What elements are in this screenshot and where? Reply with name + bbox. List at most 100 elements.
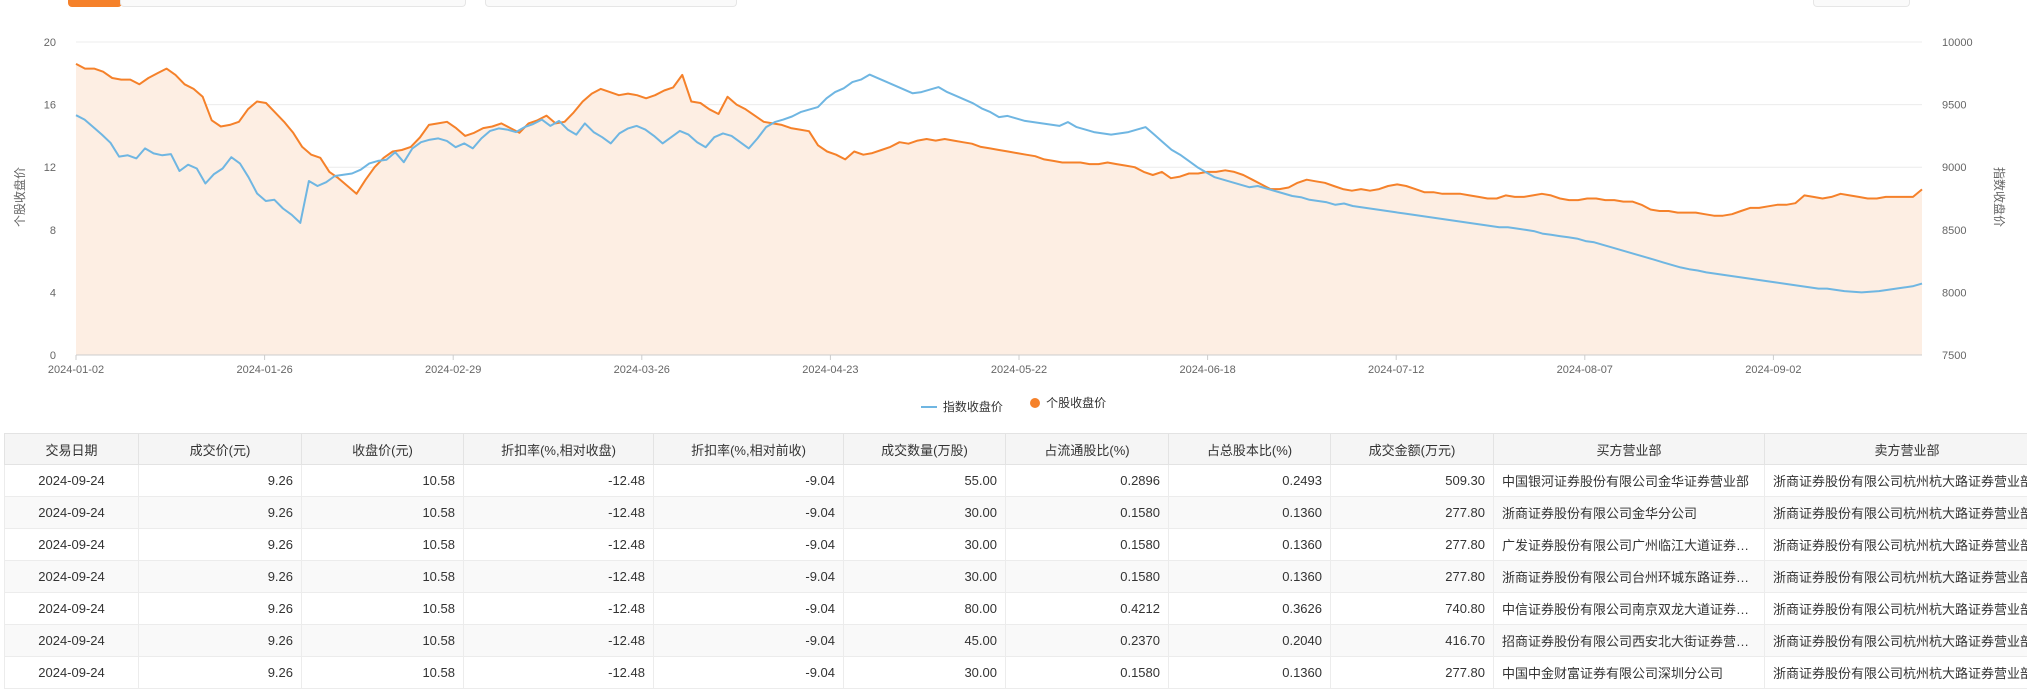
table-cell: -9.04 (654, 625, 844, 657)
chart-legend: 指数收盘价 个股收盘价 (0, 394, 2027, 415)
table-cell: -9.04 (654, 497, 844, 529)
x-tick-label: 2024-02-29 (425, 364, 481, 376)
table-cell: -12.48 (464, 593, 654, 625)
y-left-tick-label: 0 (50, 350, 56, 362)
table-cell: -9.04 (654, 561, 844, 593)
table-cell: 0.2493 (1169, 465, 1331, 497)
y-left-tick-label: 12 (44, 162, 56, 174)
x-tick-label: 2024-05-22 (991, 364, 1047, 376)
table-cell: 0.1580 (1006, 497, 1169, 529)
table-cell: -9.04 (654, 529, 844, 561)
table-cell: 9.26 (139, 465, 302, 497)
table-cell: 30.00 (844, 529, 1006, 561)
legend-label-index: 指数收盘价 (943, 398, 1003, 415)
table-cell: 浙商证券股份有限公司杭州杭大路证券营业部 (1765, 561, 2027, 593)
table-cell: 0.1360 (1169, 561, 1331, 593)
legend-dot-swatch (1030, 398, 1040, 408)
table-cell: -12.48 (464, 657, 654, 689)
table-cell: 9.26 (139, 625, 302, 657)
column-header[interactable]: 交易日期 (5, 434, 139, 465)
table-cell: -9.04 (654, 657, 844, 689)
table-cell: 2024-09-24 (5, 657, 139, 689)
x-tick-label: 2024-01-02 (48, 364, 104, 376)
column-header[interactable]: 买方营业部 (1494, 434, 1765, 465)
table-cell: 30.00 (844, 497, 1006, 529)
table-cell: 浙商证券股份有限公司杭州杭大路证券营业部 (1765, 625, 2027, 657)
y-left-axis-label: 个股收盘价 (12, 167, 27, 227)
table-cell: 9.26 (139, 529, 302, 561)
table-cell: -9.04 (654, 465, 844, 497)
column-header[interactable]: 占流通股比(%) (1006, 434, 1169, 465)
table-cell: 0.3626 (1169, 593, 1331, 625)
table-cell: 浙商证券股份有限公司杭州杭大路证券营业部 (1765, 465, 2027, 497)
x-tick-label: 2024-07-12 (1368, 364, 1424, 376)
table-cell: 10.58 (302, 529, 464, 561)
table-cell: 浙商证券股份有限公司杭州杭大路证券营业部 (1765, 657, 2027, 689)
legend-item-stock[interactable]: 个股收盘价 (1030, 394, 1106, 411)
y-right-tick-label: 7500 (1942, 350, 1966, 362)
column-header[interactable]: 卖方营业部 (1765, 434, 2027, 465)
legend-label-stock: 个股收盘价 (1046, 394, 1106, 411)
table-cell: 9.26 (139, 593, 302, 625)
x-tick-label: 2024-04-23 (802, 364, 858, 376)
table-cell: 0.1360 (1169, 497, 1331, 529)
table-cell: -9.04 (654, 593, 844, 625)
table-cell: 10.58 (302, 465, 464, 497)
column-header[interactable]: 成交价(元) (139, 434, 302, 465)
table-header-row: 交易日期 成交价(元) 收盘价(元) 折扣率(%,相对收盘) 折扣率(%,相对前… (5, 434, 2027, 465)
column-header[interactable]: 成交金额(万元) (1331, 434, 1494, 465)
y-left-tick-label: 20 (44, 37, 56, 49)
table-cell: 浙商证券股份有限公司金华分公司 (1494, 497, 1765, 529)
table-cell: 9.26 (139, 497, 302, 529)
table-cell: 浙商证券股份有限公司杭州杭大路证券营业部 (1765, 593, 2027, 625)
stock-price-area (76, 64, 1922, 355)
table-cell: 浙商证券股份有限公司杭州杭大路证券营业部 (1765, 497, 2027, 529)
table-cell: 中国中金财富证券有限公司深圳分公司 (1494, 657, 1765, 689)
table-cell: 0.2896 (1006, 465, 1169, 497)
table-cell: 0.1580 (1006, 657, 1169, 689)
table-cell: 277.80 (1331, 561, 1494, 593)
legend-line-swatch (921, 406, 937, 408)
price-chart: 04812162075008000850090009500100002024-0… (0, 0, 2027, 390)
table-cell: 30.00 (844, 657, 1006, 689)
table-cell: 2024-09-24 (5, 465, 139, 497)
table-cell: -12.48 (464, 497, 654, 529)
table-cell: -12.48 (464, 625, 654, 657)
column-header[interactable]: 成交数量(万股) (844, 434, 1006, 465)
table-cell: 9.26 (139, 657, 302, 689)
y-left-tick-label: 16 (44, 100, 56, 112)
block-trade-table: 交易日期 成交价(元) 收盘价(元) 折扣率(%,相对收盘) 折扣率(%,相对前… (4, 433, 2027, 689)
column-header[interactable]: 折扣率(%,相对前收) (654, 434, 844, 465)
y-right-tick-label: 9000 (1942, 162, 1966, 174)
table-cell: 277.80 (1331, 529, 1494, 561)
legend-item-index[interactable]: 指数收盘价 (921, 398, 1003, 415)
table-cell: 中国银河证券股份有限公司金华证券营业部 (1494, 465, 1765, 497)
table-cell: 中信证券股份有限公司南京双龙大道证券营业部 (1494, 593, 1765, 625)
column-header[interactable]: 折扣率(%,相对收盘) (464, 434, 654, 465)
y-right-tick-label: 8000 (1942, 287, 1966, 299)
table-cell: 30.00 (844, 561, 1006, 593)
x-tick-label: 2024-03-26 (614, 364, 670, 376)
table-cell: 0.1360 (1169, 529, 1331, 561)
table-cell: -12.48 (464, 561, 654, 593)
column-header[interactable]: 占总股本比(%) (1169, 434, 1331, 465)
x-tick-label: 2024-01-26 (236, 364, 292, 376)
x-tick-label: 2024-08-07 (1557, 364, 1613, 376)
table-cell: 277.80 (1331, 657, 1494, 689)
table-cell: 2024-09-24 (5, 497, 139, 529)
table-cell: 80.00 (844, 593, 1006, 625)
table-cell: 45.00 (844, 625, 1006, 657)
table-cell: 0.2370 (1006, 625, 1169, 657)
table-cell: 9.26 (139, 561, 302, 593)
column-header[interactable]: 收盘价(元) (302, 434, 464, 465)
y-right-axis-label: 指数收盘价 (1992, 167, 2007, 227)
table-cell: 509.30 (1331, 465, 1494, 497)
table-cell: 10.58 (302, 497, 464, 529)
